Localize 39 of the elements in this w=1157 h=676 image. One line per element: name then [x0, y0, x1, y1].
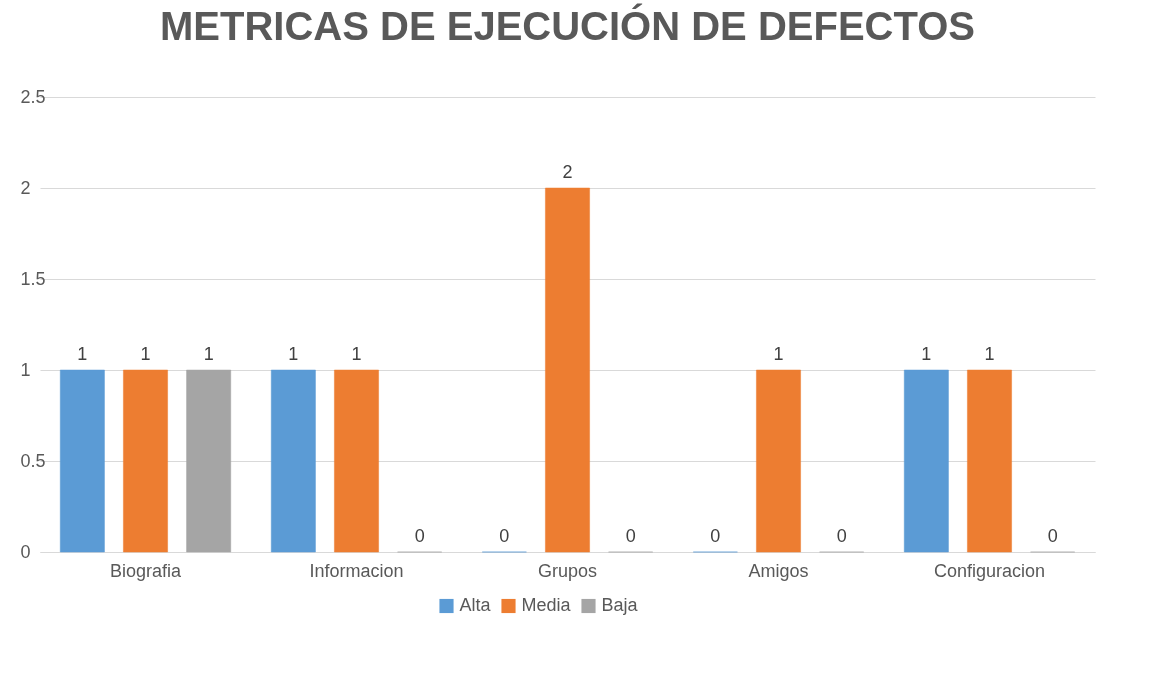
data-label: 0: [710, 526, 721, 546]
y-tick-label: 2.5: [20, 86, 46, 107]
bar: [186, 369, 231, 553]
bar: [756, 369, 801, 553]
y-tick-label: 0: [20, 541, 31, 562]
data-label: 2: [562, 162, 573, 182]
data-label: 1: [203, 344, 214, 364]
data-label: 1: [351, 344, 362, 364]
data-label: 1: [984, 344, 995, 364]
y-tick-label: 0.5: [20, 450, 46, 471]
x-tick-label: Configuracion: [933, 560, 1046, 581]
x-tick-label: Grupos: [537, 560, 598, 581]
y-tick-label: 1.5: [20, 268, 46, 289]
data-label: 1: [921, 344, 932, 364]
legend-label: Baja: [601, 595, 639, 615]
legend-label: Alta: [459, 595, 492, 615]
bar: [123, 369, 168, 553]
x-tick-label: Informacion: [309, 560, 404, 581]
data-label: 0: [499, 526, 510, 546]
data-label: 0: [414, 526, 425, 546]
y-tick-label: 2: [20, 177, 31, 198]
bar: [967, 369, 1012, 553]
data-label: 1: [140, 344, 151, 364]
x-tick-label: Biografia: [109, 560, 183, 581]
bar: [545, 187, 590, 553]
x-tick-label: Amigos: [748, 560, 809, 581]
bar: [334, 369, 379, 553]
data-label: 0: [836, 526, 847, 546]
data-label: 0: [625, 526, 636, 546]
y-tick-label: 1: [20, 359, 31, 380]
chart-title: METRICAS DE EJECUCIÓN DE DEFECTOS: [160, 3, 975, 48]
data-label: 1: [288, 344, 299, 364]
bar: [271, 369, 316, 553]
bar: [60, 369, 105, 553]
data-label: 1: [77, 344, 88, 364]
legend-label: Media: [521, 595, 572, 615]
data-label: 1: [773, 344, 784, 364]
bar: [904, 369, 949, 553]
data-label: 0: [1047, 526, 1058, 546]
